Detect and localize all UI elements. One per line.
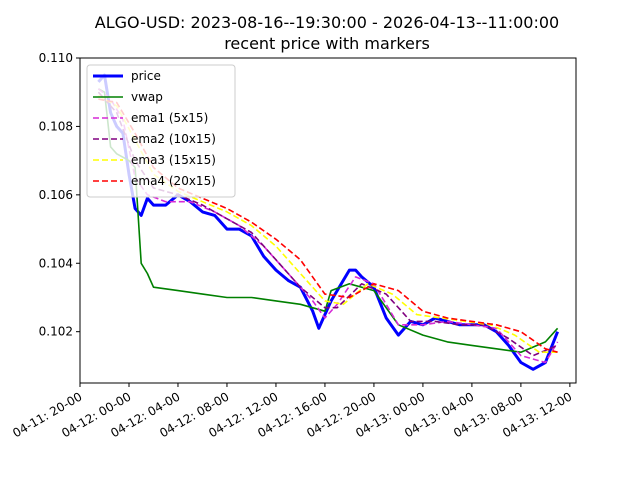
y-tick-label: 0.102: [39, 325, 73, 339]
y-tick-label: 0.108: [39, 119, 73, 133]
axes-frame: [79, 57, 577, 384]
chart-subtitle: recent price with markers: [224, 34, 430, 53]
legend-label: vwap: [131, 90, 163, 104]
y-tick-label: 0.104: [39, 256, 73, 270]
legend-label: price: [131, 69, 161, 83]
legend: price vwap ema1 (5x15) ema2 (10x15) ema3 (15…: [86, 64, 236, 198]
y-tick-label: 0.110: [39, 51, 73, 65]
legend-label: ema2 (10x15): [131, 132, 216, 146]
chart-title: ALGO-USD: 2023-08-16--19:30:00 - 2026-04…: [95, 13, 559, 32]
y-tick-label: 0.106: [39, 188, 73, 202]
legend-box: [86, 64, 236, 198]
legend-label: ema4 (20x15): [131, 174, 216, 188]
legend-label: ema3 (15x15): [131, 153, 216, 167]
legend-label: ema1 (5x15): [131, 111, 208, 125]
